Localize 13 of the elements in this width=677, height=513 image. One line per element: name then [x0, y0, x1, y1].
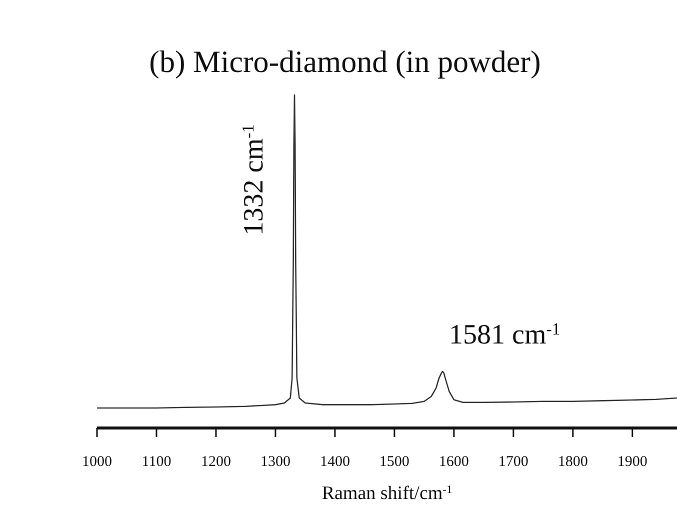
x-axis-title: Raman shift/cm$^{-1}$	[322, 483, 452, 504]
x-tick-label: 1700	[498, 454, 528, 470]
x-tick-label: 1100	[142, 454, 172, 470]
chart-title: (b) Micro-diamond (in powder)	[149, 44, 541, 79]
x-tick-label: 1400	[320, 454, 350, 470]
x-tick-label: 1800	[558, 454, 588, 470]
x-tick-label: 1200	[200, 454, 231, 470]
x-tick-label: 1500	[379, 454, 410, 470]
x-tick-label: 1900	[617, 454, 648, 470]
annotation: 1581 cm$^{-1}$	[449, 318, 560, 350]
x-tick-label: 1600	[438, 454, 469, 470]
x-tick-label: 1000	[82, 454, 112, 470]
x-tick-label: 1300	[260, 454, 290, 470]
